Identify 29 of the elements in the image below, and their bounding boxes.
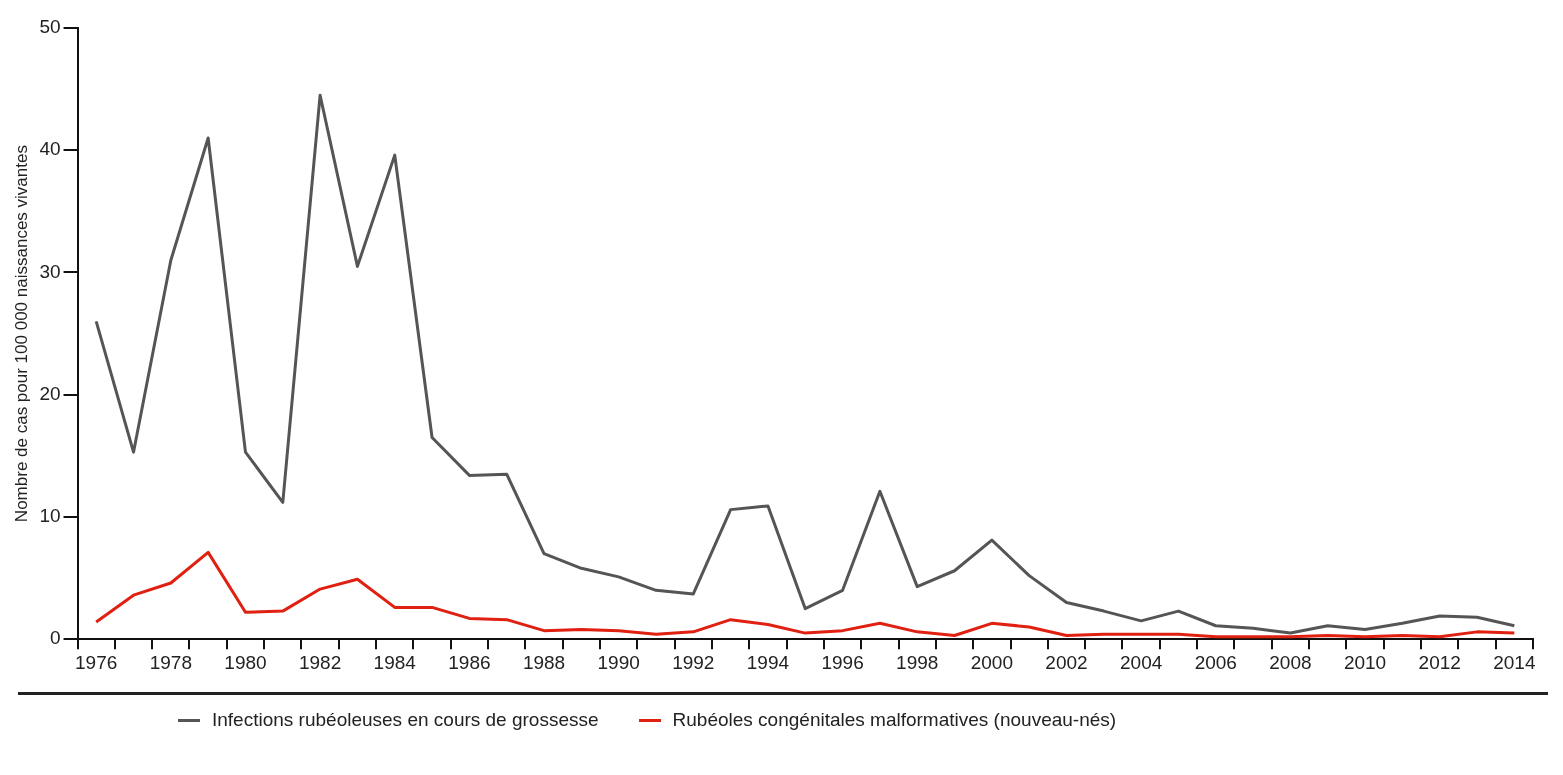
y-tick-label: 20 (39, 382, 61, 404)
x-tick-label: 1994 (746, 651, 790, 673)
x-tick-label: 2000 (970, 651, 1014, 673)
x-tick-label: 2012 (1418, 651, 1461, 673)
y-tick-label: 0 (49, 627, 61, 649)
y-tick-label: 50 (39, 16, 61, 38)
x-tick-label: 1998 (896, 651, 939, 673)
legend-label: Rubéoles congénitales malformatives (nouveau-nés) (672, 709, 1117, 731)
x-tick-label: 2002 (1045, 651, 1088, 673)
x-tick-label: 2010 (1343, 651, 1387, 673)
x-tick-label: 2006 (1194, 651, 1237, 673)
x-tick-label: 2014 (1493, 651, 1536, 673)
x-tick-label: 1996 (821, 651, 864, 673)
y-axis-title: Nombre de cas pour 100 000 naissances vivantes (11, 145, 31, 523)
x-tick-label: 1986 (448, 651, 491, 673)
x-tick-label: 2004 (1120, 651, 1163, 673)
x-tick-label: 1984 (373, 651, 417, 673)
x-tick-label: 1978 (149, 651, 192, 673)
y-tick-label: 40 (39, 138, 61, 160)
x-tick-label: 1990 (597, 651, 640, 673)
y-tick-label: 30 (39, 260, 61, 282)
x-tick-label: 1982 (298, 651, 342, 673)
x-tick-label: 1976 (75, 651, 118, 673)
x-tick-label: 2008 (1269, 651, 1312, 673)
x-tick-label: 1980 (224, 651, 267, 673)
y-tick-label: 10 (39, 505, 61, 527)
legend-label: Infections rubéoleuses en cours de grossesse (212, 709, 599, 731)
x-tick-label: 1988 (522, 651, 566, 673)
x-tick-label: 1992 (672, 651, 715, 673)
